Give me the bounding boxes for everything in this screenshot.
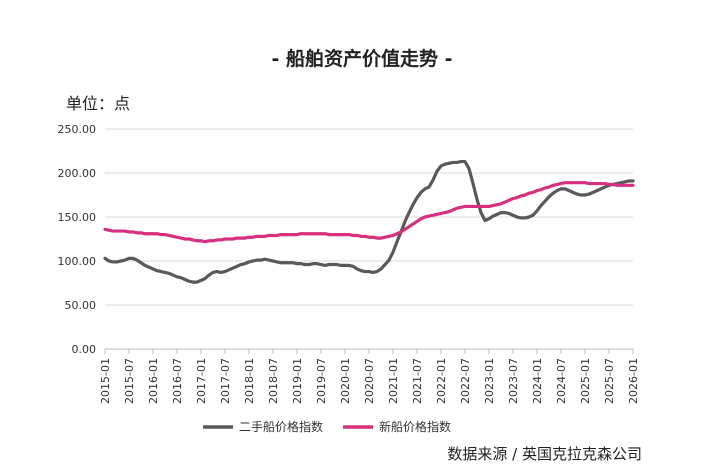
x-tick-labels: 2015-01 2015-07 2016-01 2016-07 2017-01 2017-… bbox=[99, 358, 640, 404]
series-lines bbox=[103, 159, 635, 284]
axes bbox=[104, 348, 634, 354]
x-tick-label: 2017-01 bbox=[195, 358, 208, 404]
x-tick-label: 2023-07 bbox=[507, 358, 520, 404]
y-tick-label: 50.00 bbox=[65, 299, 97, 312]
series-line-0 bbox=[103, 159, 635, 284]
x-tick-label: 2020-07 bbox=[363, 358, 376, 404]
unit-label: 单位：点 bbox=[66, 94, 131, 113]
x-tick-label: 2025-01 bbox=[579, 358, 592, 404]
x-tick-label: 2021-01 bbox=[387, 358, 400, 404]
y-tick-label: 200.00 bbox=[58, 167, 97, 180]
x-tick-label: 2024-01 bbox=[531, 358, 544, 404]
y-tick-label: 100.00 bbox=[58, 255, 97, 268]
x-tick-label: 2020-01 bbox=[339, 358, 352, 404]
y-tick-label: 250.00 bbox=[58, 123, 97, 136]
chart-title: - 船舶资产价值走势 - bbox=[271, 48, 453, 70]
x-tick-label: 2021-07 bbox=[411, 358, 424, 404]
x-tick-label: 2026-01 bbox=[627, 358, 640, 404]
grid-lines bbox=[105, 128, 633, 306]
y-tick-label: 150.00 bbox=[58, 211, 97, 224]
legend: 二手船价格指数 新船价格指数 bbox=[203, 419, 451, 434]
x-tick-label: 2022-01 bbox=[435, 358, 448, 404]
x-tick-label: 2019-07 bbox=[315, 358, 328, 404]
y-tick-labels: 0.00 50.00 100.00 150.00 200.00 250.00 bbox=[58, 123, 97, 356]
x-tick-label: 2017-07 bbox=[219, 358, 232, 404]
legend-label: 新船价格指数 bbox=[379, 419, 451, 434]
x-tick-label: 2025-07 bbox=[603, 358, 616, 404]
legend-label: 二手船价格指数 bbox=[239, 419, 323, 434]
legend-item: 二手船价格指数 bbox=[203, 419, 323, 434]
x-tick-label: 2015-07 bbox=[123, 358, 136, 404]
legend-item: 新船价格指数 bbox=[343, 419, 451, 434]
x-tick-label: 2018-01 bbox=[243, 358, 256, 404]
x-tick-label: 2024-07 bbox=[555, 358, 568, 404]
source-note: 数据来源 / 英国克拉克森公司 bbox=[447, 445, 642, 463]
x-tick-label: 2016-07 bbox=[171, 358, 184, 404]
series-line-1 bbox=[103, 181, 635, 244]
x-tick-label: 2023-01 bbox=[483, 358, 496, 404]
x-tick-label: 2019-01 bbox=[291, 358, 304, 404]
x-tick-label: 2016-01 bbox=[147, 358, 160, 404]
x-tick-label: 2022-07 bbox=[459, 358, 472, 404]
y-tick-label: 0.00 bbox=[72, 343, 97, 356]
x-tick-label: 2015-01 bbox=[99, 358, 112, 404]
x-tick-label: 2018-07 bbox=[267, 358, 280, 404]
